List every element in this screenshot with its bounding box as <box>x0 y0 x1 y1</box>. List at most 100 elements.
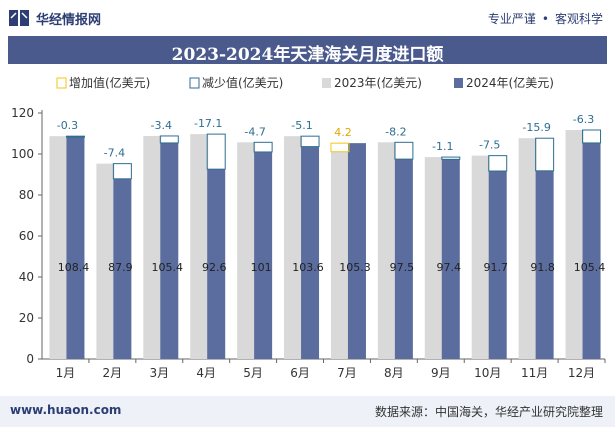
x-tick-label: 1月 <box>56 366 76 380</box>
legend-label: 减少值(亿美元) <box>202 75 283 90</box>
x-tick-label: 11月 <box>521 366 548 380</box>
x-tick-label: 8月 <box>384 366 404 380</box>
bar-2024 <box>301 146 320 359</box>
y-tick-label: 20 <box>19 311 34 325</box>
y-tick-label: 120 <box>11 106 34 120</box>
change-label: -17.1 <box>194 117 222 130</box>
tagline-left: 专业严谨 <box>487 12 536 26</box>
legend-label: 2024年(亿美元) <box>466 75 554 90</box>
increase-box <box>330 142 350 153</box>
bar-2024 <box>160 142 179 359</box>
x-tick-label: 12月 <box>568 366 595 380</box>
change-label: -0.3 <box>57 119 78 132</box>
bar-2023 <box>377 142 396 359</box>
bar-2024 <box>441 159 460 359</box>
change-label: -7.4 <box>104 147 125 160</box>
y-tick-label: 40 <box>19 270 34 284</box>
value-label: 91.8 <box>530 261 555 274</box>
change-label: 4.2 <box>334 126 352 139</box>
legend-swatch <box>322 78 331 88</box>
footer-site: www.huaon.com <box>10 403 122 417</box>
legend-swatch <box>454 78 463 88</box>
change-label: -15.9 <box>522 121 550 134</box>
brand-name: 华经情报网 <box>36 13 102 28</box>
chart-title: 2023-2024年天津海关月度进口额 <box>171 45 444 65</box>
bar-2024 <box>207 169 226 359</box>
value-label: 91.7 <box>483 261 508 274</box>
bar-2023 <box>565 130 584 359</box>
x-tick-label: 10月 <box>474 366 501 380</box>
bar-2024 <box>488 171 507 359</box>
bar-2023 <box>49 136 68 359</box>
bar-2023 <box>471 155 490 359</box>
decrease-box <box>394 141 414 160</box>
y-tick-label: 100 <box>11 147 34 161</box>
bar-2023 <box>96 163 115 359</box>
x-tick-label: 6月 <box>290 366 310 380</box>
bar-2023 <box>284 136 303 359</box>
value-label: 101 <box>251 261 272 274</box>
x-tick-label: 9月 <box>431 366 451 380</box>
change-label: -4.7 <box>244 125 265 138</box>
change-label: -1.1 <box>432 140 453 153</box>
value-label: 105.3 <box>339 261 371 274</box>
x-tick-label: 7月 <box>337 366 357 380</box>
legend-label: 2023年(亿美元) <box>334 75 422 90</box>
value-label: 97.4 <box>437 261 462 274</box>
decrease-box <box>582 129 602 144</box>
value-label: 87.9 <box>108 261 133 274</box>
change-label: -7.5 <box>479 139 500 152</box>
decrease-box <box>253 141 273 153</box>
bar-2023 <box>424 157 443 359</box>
decrease-box <box>206 133 226 170</box>
y-tick-label: 80 <box>19 188 34 202</box>
value-label: 105.4 <box>152 261 184 274</box>
value-label: 103.6 <box>292 261 324 274</box>
bar-2023 <box>190 134 209 359</box>
x-tick-label: 2月 <box>103 366 123 380</box>
chart: 增加值(亿美元) 减少值(亿美元) 2023年(亿美元) 2024年(亿美元) 0 20 4… <box>11 75 606 380</box>
footer-source: 数据来源：中国海关，华经产业研究院整理 <box>374 405 603 419</box>
value-label: 97.5 <box>390 261 415 274</box>
bar-2024 <box>394 159 413 359</box>
x-tick-label: 5月 <box>243 366 263 380</box>
bar-2023 <box>143 135 162 359</box>
change-label: -3.4 <box>151 119 172 132</box>
value-label: 92.6 <box>202 261 227 274</box>
decrease-box <box>488 155 508 172</box>
legend-label: 增加值(亿美元) <box>69 75 150 90</box>
value-label: 108.4 <box>58 261 90 274</box>
x-tick-label: 3月 <box>149 366 169 380</box>
bar-2024 <box>347 143 366 359</box>
decrease-box <box>65 135 85 138</box>
y-tick-label: 60 <box>19 229 34 243</box>
legend-swatch <box>189 77 200 89</box>
legend-swatch <box>56 77 67 89</box>
bar-2024 <box>66 136 85 359</box>
change-label: -5.1 <box>291 119 312 132</box>
change-label: -8.2 <box>385 125 406 138</box>
footer: www.huaon.com 数据来源：中国海关，华经产业研究院整理 <box>0 396 615 427</box>
bar-2024 <box>535 170 554 359</box>
value-label: 105.4 <box>574 261 606 274</box>
logo-icon <box>9 10 29 26</box>
bar-2023 <box>237 142 256 359</box>
title-bar: 2023-2024年天津海关月度进口额 <box>8 36 607 65</box>
bar-2023 <box>330 151 349 359</box>
bar-2024 <box>254 151 273 359</box>
bar-2023 <box>518 138 537 359</box>
decrease-box <box>441 156 461 160</box>
y-tick-label: 0 <box>26 352 34 366</box>
top-bar: 华经情报网 专业严谨 • 客观科学 <box>0 0 615 36</box>
tagline: 专业严谨 • 客观科学 <box>488 10 603 27</box>
tagline-separator: • <box>541 12 549 26</box>
tagline-right: 客观科学 <box>554 12 603 26</box>
bar-2024 <box>582 142 601 359</box>
decrease-box <box>535 137 555 172</box>
decrease-box <box>159 135 179 144</box>
decrease-box <box>112 163 132 180</box>
x-tick-label: 4月 <box>196 366 216 380</box>
bar-2024 <box>113 178 132 359</box>
decrease-box <box>300 135 320 148</box>
change-label: -6.3 <box>573 113 594 126</box>
